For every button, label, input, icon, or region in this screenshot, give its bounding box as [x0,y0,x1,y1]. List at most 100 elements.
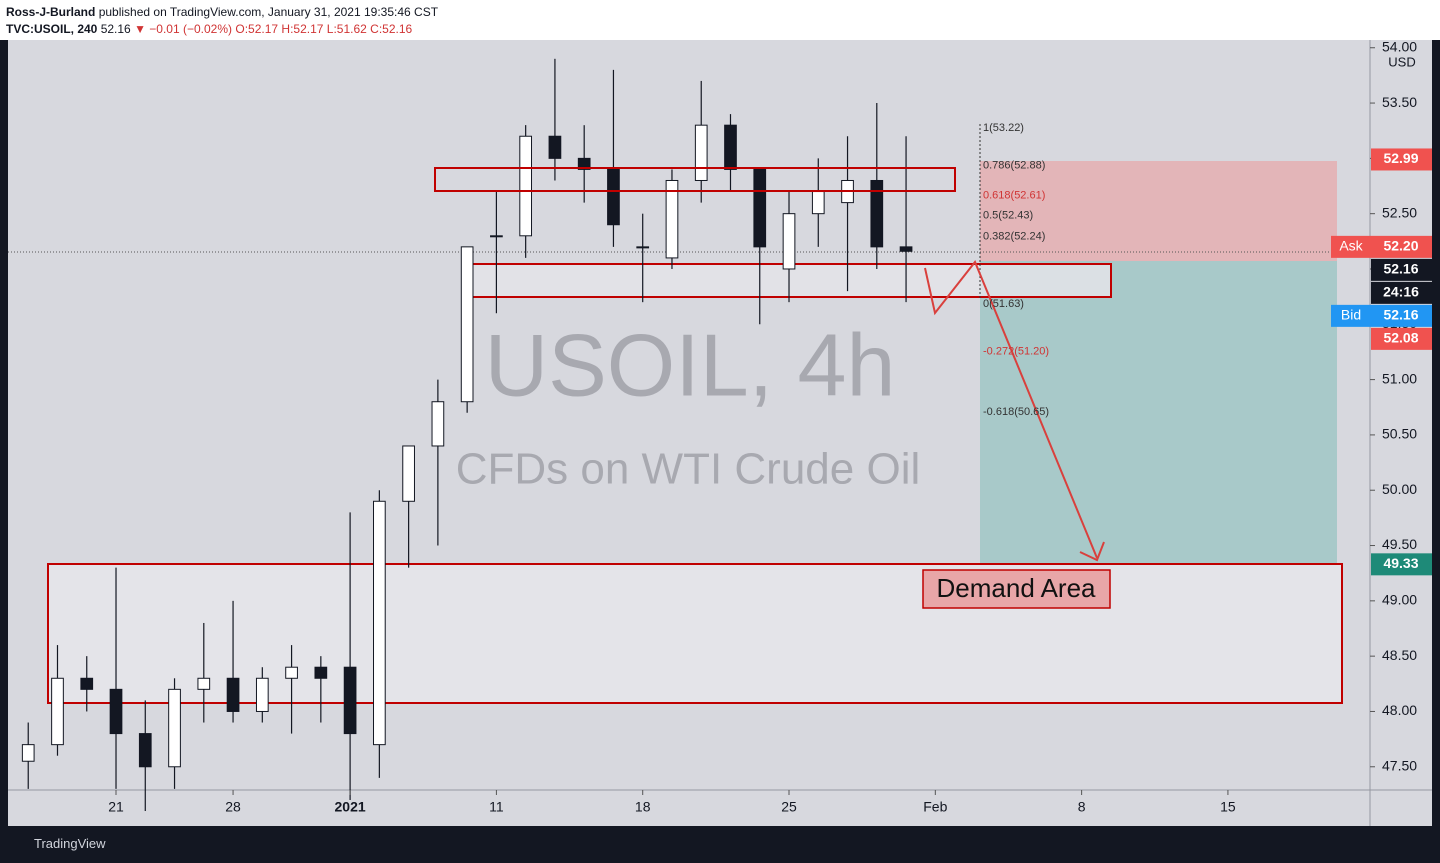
price-tag: Bid [1341,307,1361,323]
price-label: 52.99 [1383,150,1418,166]
candle-body [109,688,123,735]
candle-body [168,688,181,768]
price-tag-bg [1331,304,1371,327]
open: O:52.17 [235,22,279,36]
candle-body [80,677,94,690]
price-tag: Ask [1339,238,1363,254]
x-tick-label: 15 [1220,799,1236,815]
y-tick-label: 50.00 [1382,481,1417,497]
candles [21,58,913,812]
candle-body [607,168,620,226]
price-label-bg [1371,235,1432,258]
price-label: 52.16 [1383,307,1418,323]
high: H:52.17 [281,22,324,36]
candle-body [138,733,152,768]
resistance-zone [434,167,956,192]
price-label: 52.20 [1383,238,1418,254]
fib-label: -0.618(50.65) [983,406,1049,418]
annotation: Demand Area [937,573,1097,603]
x-tick-label: 25 [781,799,797,815]
price-label-bg [1371,327,1432,350]
currency: USD [1388,54,1415,69]
y-tick-label: 47.50 [1382,757,1417,773]
candle-body [636,246,650,249]
candle-body [665,179,679,259]
fib-label: 0.618(52.61) [983,189,1045,201]
candle-body [724,124,737,170]
price-label-bg [1371,258,1432,281]
author: Ross-J-Burland [6,5,96,19]
x-tick-label: 8 [1078,799,1086,815]
x-tick-label: 2021 [335,799,366,815]
candle-body [577,157,591,170]
target-zone [980,261,1337,563]
x-tick-label: 21 [108,799,124,815]
y-tick-label: 48.50 [1382,647,1417,663]
candle-body [431,401,445,447]
fib-label: -0.272(51.20) [983,345,1049,357]
fib-label: 1(53.22) [983,122,1024,134]
header: Ross-J-Burland published on TradingView.… [0,0,1440,40]
candle-body [343,666,357,735]
candle-body [21,744,35,762]
candle-body [51,677,64,746]
candle-body [548,135,562,159]
candle-body [402,445,415,502]
candle-body [226,677,240,712]
watermark-subtitle: CFDs on WTI Crude Oil [456,445,921,494]
last: 52.16 [100,22,131,36]
candle-body [753,168,767,248]
projection-arrow [924,260,1098,559]
stop-zone [980,161,1337,261]
candle-body [460,246,474,403]
y-tick-label: 54.00 [1382,40,1417,54]
price-label: 24:16 [1383,284,1419,300]
candle-body [255,677,269,712]
candle-body [811,191,825,215]
publish-line: Ross-J-Burland published on TradingView.… [6,5,438,19]
y-tick-label: 49.50 [1382,536,1417,552]
candle-body [314,666,328,679]
symbol: TVC:USOIL, 240 [6,22,98,36]
y-tick-label: 52.50 [1382,204,1417,220]
candle-body [490,235,503,238]
demand-zone [47,563,1343,704]
low: L:51.62 [326,22,367,36]
fib-label: 0(51.63) [983,298,1024,310]
published: published on TradingView.com, January 31… [98,5,439,19]
candle-body [782,213,796,270]
price-label-bg [1371,148,1432,171]
watermark: USOIL, 4h [485,315,896,414]
y-tick-label: 49.00 [1382,592,1417,608]
candle-body [197,677,211,690]
close: C:52.16 [370,22,413,36]
price-label-bg [1371,281,1432,304]
price-label: 52.16 [1383,261,1418,277]
y-tick-label: 53.50 [1382,94,1417,110]
candle-body [373,500,386,746]
price-label-bg [1371,304,1432,327]
symbol-line: TVC:USOIL, 240 52.16 ▼ −0.01 (−0.02%) O:… [6,22,412,36]
price-label: 49.33 [1383,555,1418,571]
candle-body [870,179,884,248]
x-tick-label: 11 [489,799,504,815]
candle-body [694,124,708,181]
candle-body [899,246,913,252]
y-tick-label: 51.00 [1382,370,1417,386]
x-tick-label: 18 [635,799,651,815]
candle-body [285,666,298,679]
chart: USOIL, 4h CFDs on WTI Crude Oil Demand A… [8,40,1432,826]
x-tick-label: Feb [923,799,947,815]
fib-label: 0.382(52.24) [983,230,1045,242]
change: ▼ −0.01 (−0.02%) [134,22,233,36]
price-label-bg [1371,553,1432,576]
arrow-head [1079,541,1105,562]
y-tick-label: 50.50 [1382,426,1417,442]
candle-body [519,135,533,237]
price-label: 52.08 [1383,330,1418,346]
y-tick-label: 48.00 [1382,702,1417,718]
fib-label: 0.786(52.88) [983,160,1045,172]
price-tag-bg [1331,235,1371,258]
fib-label: 0.5(52.43) [983,209,1033,221]
